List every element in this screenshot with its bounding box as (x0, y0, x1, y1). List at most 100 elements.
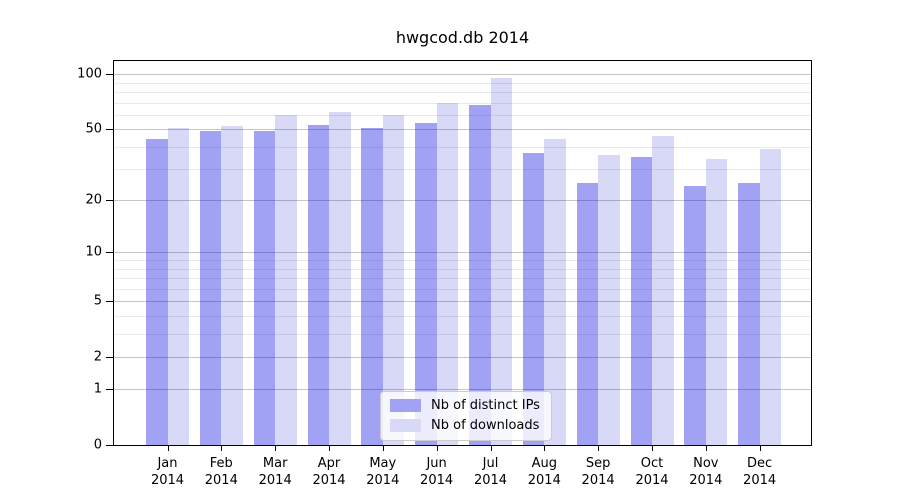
bar-downloads-nov (705, 159, 728, 445)
y-tick-1 (106, 389, 114, 391)
x-tick-nov (705, 446, 707, 451)
x-tick-month-jul: Jul (482, 456, 499, 471)
gridline-major-5 (114, 301, 811, 302)
x-tick-oct (652, 446, 653, 451)
y-tick-label-100: 100 (77, 66, 102, 82)
x-tick-label-aug: Aug 2014 (512, 455, 576, 489)
x-tick-label-apr: Apr 2014 (297, 455, 361, 489)
x-tick-jul (490, 446, 492, 451)
x-tick-label-jan: Jan 2014 (136, 455, 200, 489)
gridline-minor-4 (114, 315, 811, 317)
y-tick-label-2: 2 (93, 349, 102, 365)
bar-distinct-ips-aug (522, 152, 545, 445)
bar-downloads-aug (544, 139, 566, 445)
x-tick-year-apr: 2014 (312, 473, 346, 488)
legend-swatch-distinct-ips (390, 399, 421, 412)
y-tick-label-50: 50 (85, 121, 102, 137)
y-tick-50 (106, 129, 114, 131)
y-tick-0 (106, 445, 114, 446)
gridline-minor-6 (114, 288, 811, 290)
x-tick-month-nov: Nov (693, 456, 719, 471)
x-tick-year-dec: 2014 (743, 473, 777, 488)
x-tick-month-mar: Mar (262, 456, 288, 471)
gridline-minor-40 (114, 146, 811, 148)
x-tick-year-jan: 2014 (150, 473, 185, 488)
x-tick-jun (436, 446, 438, 451)
x-tick-dec (759, 446, 761, 451)
legend-entry-distinct-ips: Nb of distinct IPs (390, 398, 540, 413)
x-tick-may (382, 446, 384, 451)
bar-distinct-ips-oct (630, 157, 652, 445)
x-tick-label-oct: Oct 2014 (620, 455, 684, 489)
gridline-minor-9 (114, 260, 811, 261)
legend-label-downloads: Nb of downloads (431, 418, 540, 433)
bar-distinct-ips-jun (415, 123, 437, 445)
x-tick-year-aug: 2014 (527, 473, 561, 488)
bar-downloads-apr (329, 112, 351, 445)
bar-downloads-jul (490, 78, 512, 445)
x-tick-year-jul: 2014 (473, 473, 508, 488)
gridline-major-20 (114, 200, 811, 202)
gridline-minor-80 (114, 91, 811, 93)
x-tick-month-feb: Feb (209, 456, 233, 471)
legend-swatch-downloads (390, 419, 421, 432)
gridline-minor-8 (114, 268, 811, 270)
bar-distinct-ips-jul (469, 104, 491, 445)
x-tick-month-may: May (369, 456, 397, 471)
x-tick-year-nov: 2014 (689, 473, 723, 488)
gridline-minor-3 (114, 333, 811, 335)
bar-downloads-dec (759, 148, 782, 445)
y-tick-label-20: 20 (85, 192, 102, 208)
x-tick-month-aug: Aug (531, 456, 557, 471)
x-tick-month-dec: Dec (747, 456, 773, 471)
bar-distinct-ips-apr (307, 124, 329, 445)
gridline-major-1 (114, 389, 811, 391)
x-tick-feb (221, 446, 223, 451)
x-tick-month-jun: Jun (426, 456, 447, 471)
x-tick-label-jun: Jun 2014 (405, 455, 469, 489)
x-tick-label-dec: Dec 2014 (728, 455, 792, 489)
legend: Nb of distinct IPs Nb of downloads (380, 391, 552, 441)
x-tick-year-sep: 2014 (581, 473, 615, 488)
x-tick-year-may: 2014 (366, 473, 400, 488)
x-tick-label-sep: Sep 2014 (566, 455, 630, 489)
bar-downloads-mar (275, 114, 297, 445)
y-tick-2 (106, 356, 114, 358)
bar-downloads-jan (167, 127, 189, 445)
bar-distinct-ips-jan (146, 139, 168, 445)
x-tick-label-mar: Mar 2014 (243, 455, 307, 489)
bar-distinct-ips-feb (199, 130, 222, 445)
x-tick-apr (329, 446, 330, 451)
bar-downloads-sep (598, 154, 620, 445)
chart-title: hwgcod.db 2014 (395, 28, 530, 47)
y-tick-100 (106, 74, 114, 76)
gridline-minor-30 (114, 169, 811, 171)
gridline-major-100 (114, 74, 811, 76)
x-tick-sep (598, 446, 600, 451)
x-tick-mar (275, 446, 277, 451)
y-tick-label-0: 0 (93, 437, 102, 453)
x-tick-year-jun: 2014 (420, 473, 454, 488)
gridline-major-2 (114, 356, 811, 358)
x-tick-month-oct: Oct (640, 456, 664, 471)
gridline-major-50 (114, 129, 811, 131)
x-tick-aug (544, 446, 546, 451)
bar-downloads-feb (221, 126, 243, 445)
y-tick-label-5: 5 (93, 293, 102, 309)
legend-entry-downloads: Nb of downloads (390, 418, 540, 433)
bar-distinct-ips-mar (253, 130, 276, 445)
x-tick-label-jul: Jul 2014 (459, 455, 523, 489)
x-tick-label-nov: Nov 2014 (674, 455, 738, 489)
x-tick-month-sep: Sep (585, 456, 611, 471)
bar-distinct-ips-may (361, 127, 383, 445)
gridline-minor-90 (114, 82, 811, 84)
x-tick-year-oct: 2014 (635, 473, 669, 488)
x-tick-month-apr: Apr (317, 456, 341, 471)
x-tick-label-may: May 2014 (351, 455, 415, 489)
gridline-major-10 (114, 252, 811, 254)
y-tick-5 (106, 301, 114, 302)
y-tick-label-1: 1 (93, 381, 102, 397)
bar-downloads-oct (652, 135, 674, 445)
y-tick-label-10: 10 (85, 244, 102, 260)
